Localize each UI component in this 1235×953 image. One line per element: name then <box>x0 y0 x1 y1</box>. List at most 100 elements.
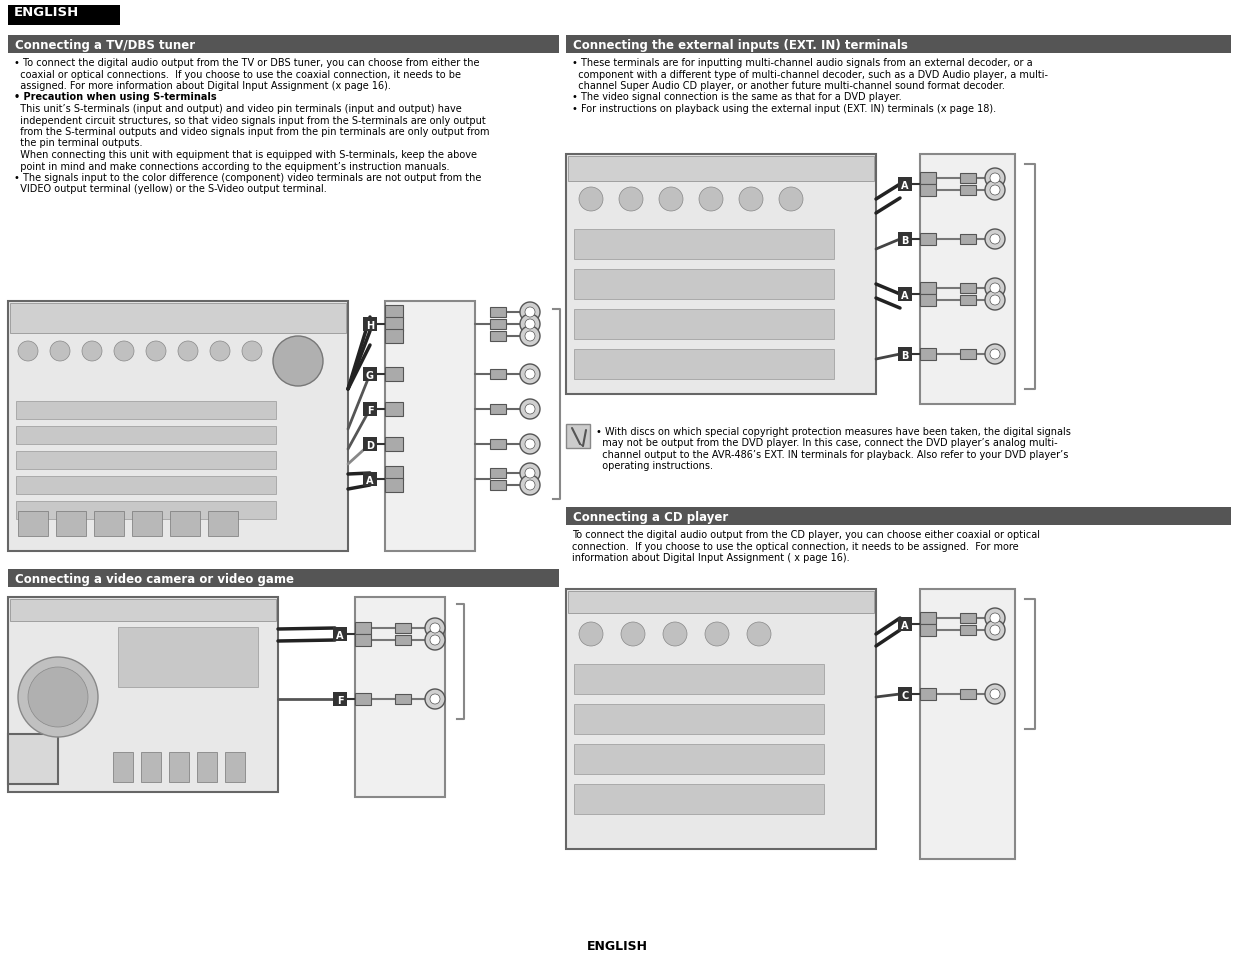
Text: H: H <box>366 320 374 331</box>
Bar <box>16 452 275 470</box>
Circle shape <box>520 365 540 385</box>
Bar <box>920 613 936 624</box>
Text: channel output to the AVR-486’s EXT. IN terminals for playback. Also refer to yo: channel output to the AVR-486’s EXT. IN … <box>597 450 1068 459</box>
Circle shape <box>430 695 440 704</box>
Text: Connecting a CD player: Connecting a CD player <box>573 511 729 523</box>
Text: A: A <box>902 620 909 630</box>
Text: D: D <box>366 440 374 451</box>
Circle shape <box>525 332 535 341</box>
Circle shape <box>739 188 763 212</box>
Circle shape <box>990 186 1000 195</box>
Bar <box>354 598 445 797</box>
Bar <box>385 368 403 381</box>
Circle shape <box>525 439 535 450</box>
Circle shape <box>242 341 262 361</box>
Circle shape <box>986 620 1005 640</box>
Circle shape <box>525 405 535 415</box>
Text: • For instructions on playback using the external input (EXT. IN) terminals (ⅹ p: • For instructions on playback using the… <box>572 104 997 113</box>
Bar <box>363 402 377 416</box>
Bar <box>898 178 911 192</box>
Bar <box>354 693 370 705</box>
Text: connection.  If you choose to use the optical connection, it needs to be assigne: connection. If you choose to use the opt… <box>572 541 1019 551</box>
Bar <box>490 308 506 317</box>
Text: • These terminals are for inputting multi-channel audio signals from an external: • These terminals are for inputting mult… <box>572 58 1032 68</box>
Circle shape <box>986 169 1005 189</box>
Bar <box>960 234 976 245</box>
Text: • To connect the digital audio output from the TV or DBS tuner, you can choose f: • To connect the digital audio output fr… <box>14 58 479 68</box>
Circle shape <box>425 630 445 650</box>
Circle shape <box>990 284 1000 294</box>
Bar <box>395 623 411 634</box>
Bar <box>566 36 1231 54</box>
Bar <box>960 295 976 306</box>
Bar <box>170 512 200 537</box>
Text: To connect the digital audio output from the CD player, you can choose either co: To connect the digital audio output from… <box>572 530 1040 539</box>
Bar <box>920 589 1015 859</box>
Circle shape <box>520 463 540 483</box>
Circle shape <box>28 667 88 727</box>
Bar <box>385 330 403 344</box>
Bar <box>112 752 133 782</box>
Bar <box>920 233 936 246</box>
Bar <box>56 512 86 537</box>
Bar <box>395 695 411 704</box>
Bar <box>385 437 403 452</box>
Circle shape <box>525 319 535 330</box>
Text: G: G <box>366 371 374 380</box>
Text: When connecting this unit with equipment that is equipped with S-terminals, keep: When connecting this unit with equipment… <box>14 150 477 160</box>
Circle shape <box>430 623 440 634</box>
Circle shape <box>525 469 535 478</box>
Text: A: A <box>902 181 909 191</box>
Circle shape <box>178 341 198 361</box>
Circle shape <box>986 230 1005 250</box>
Bar <box>198 752 217 782</box>
Bar <box>7 6 120 26</box>
Bar <box>920 154 1015 405</box>
Circle shape <box>990 625 1000 636</box>
Text: Connecting a video camera or video game: Connecting a video camera or video game <box>15 573 294 585</box>
Bar <box>7 36 559 54</box>
Text: from the S-terminal outputs and video signals input from the pin terminals are o: from the S-terminal outputs and video si… <box>14 127 489 137</box>
Bar <box>566 154 876 395</box>
Bar <box>7 598 278 792</box>
Bar <box>10 304 346 334</box>
Bar <box>898 687 911 701</box>
Circle shape <box>663 622 687 646</box>
Circle shape <box>986 278 1005 298</box>
Circle shape <box>520 314 540 335</box>
Circle shape <box>619 188 643 212</box>
Bar <box>568 592 874 614</box>
Text: Connecting the external inputs (EXT. IN) terminals: Connecting the external inputs (EXT. IN)… <box>573 39 908 52</box>
Circle shape <box>659 188 683 212</box>
Text: A: A <box>902 291 909 301</box>
Text: ENGLISH: ENGLISH <box>14 6 79 19</box>
Bar <box>920 172 936 185</box>
Bar <box>574 230 834 260</box>
Bar <box>920 349 936 360</box>
Text: information about Digital Input Assignment ( ⅹ page 16).: information about Digital Input Assignme… <box>572 553 850 562</box>
Bar <box>574 704 824 734</box>
Bar <box>16 476 275 495</box>
Bar <box>960 689 976 700</box>
Bar <box>960 350 976 359</box>
Circle shape <box>273 336 324 387</box>
Bar <box>490 370 506 379</box>
Circle shape <box>520 303 540 323</box>
Circle shape <box>520 476 540 496</box>
Bar <box>898 348 911 361</box>
Bar <box>898 233 911 247</box>
Text: This unit’s S-terminals (input and output) and video pin terminals (input and ou: This unit’s S-terminals (input and outpu… <box>14 104 462 113</box>
Circle shape <box>986 608 1005 628</box>
Text: • The video signal connection is the same as that for a DVD player.: • The video signal connection is the sam… <box>572 92 902 102</box>
Bar <box>490 469 506 478</box>
Bar <box>574 270 834 299</box>
Circle shape <box>705 622 729 646</box>
Bar <box>132 512 162 537</box>
Bar <box>898 288 911 302</box>
Bar <box>568 157 874 182</box>
Circle shape <box>990 295 1000 306</box>
Circle shape <box>986 291 1005 311</box>
Text: assigned. For more information about Digital Input Assignment (ⅹ page 16).: assigned. For more information about Dig… <box>14 81 390 91</box>
Bar <box>363 368 377 381</box>
Bar <box>385 478 403 493</box>
